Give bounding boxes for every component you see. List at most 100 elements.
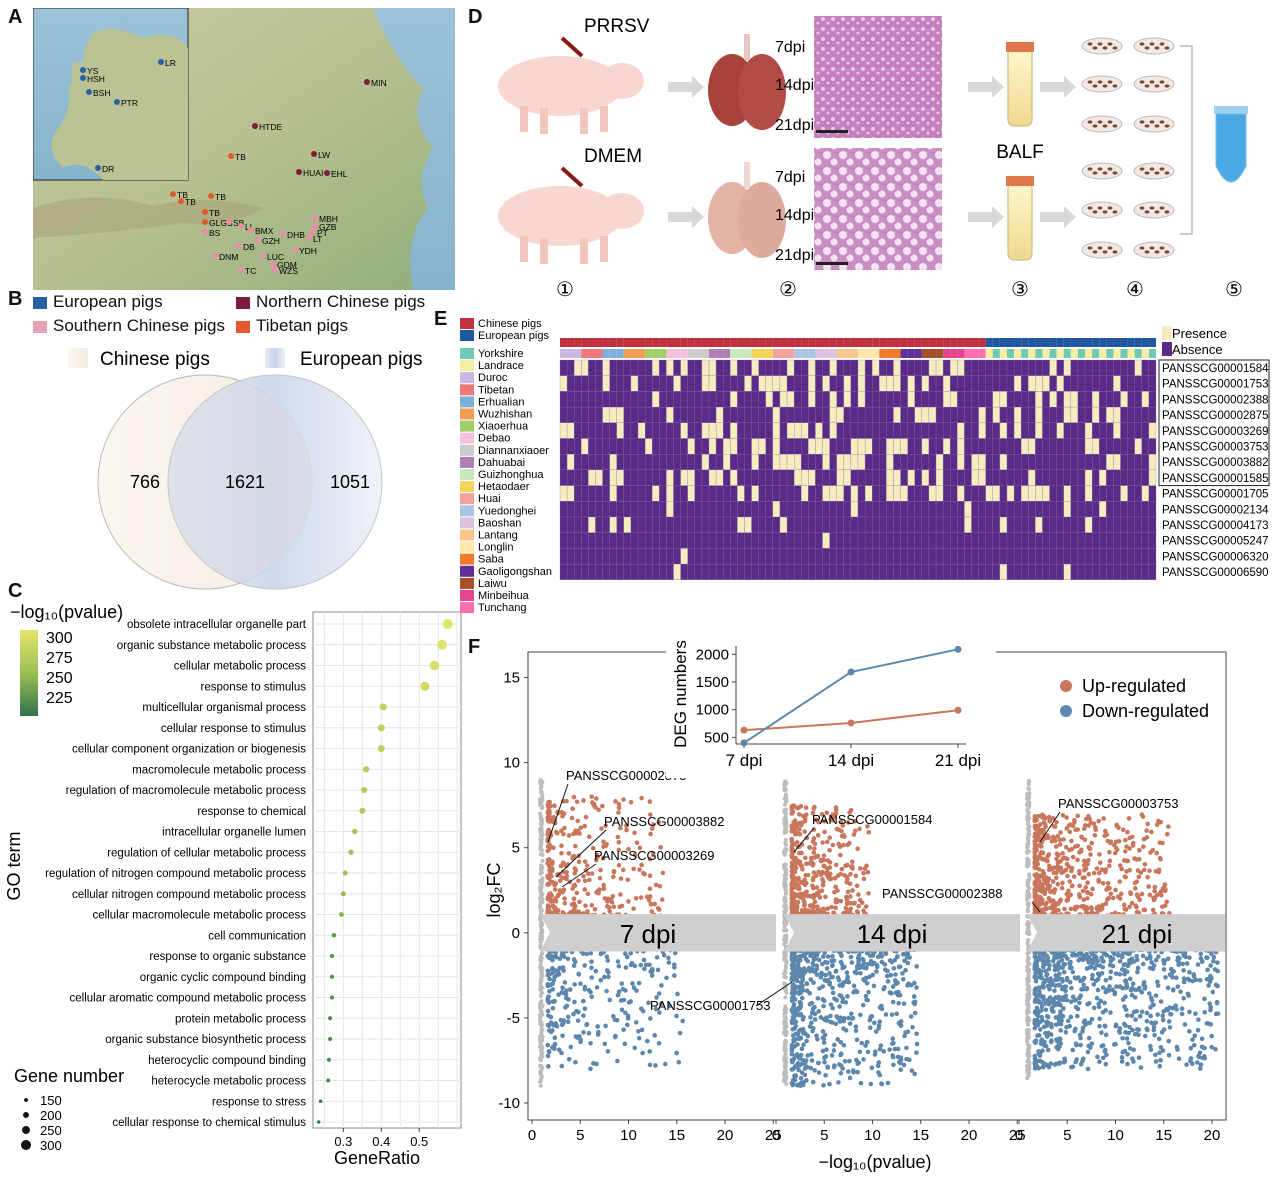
heatmap-cell [566, 454, 575, 471]
volcano-point-ns [1025, 1028, 1030, 1033]
volcano-point-up [818, 858, 824, 864]
volcano-point-up [789, 853, 795, 858]
heatmap-cell [779, 454, 788, 471]
volcano-point-down [821, 1036, 827, 1042]
heatmap-cell [815, 501, 823, 518]
histology-control [814, 148, 942, 270]
heatmap-cell [971, 548, 979, 565]
heatmap-cell [1056, 485, 1064, 502]
heatmap-cell [694, 501, 703, 518]
heatmap-cell [1134, 563, 1142, 580]
heatmap-cell [744, 532, 752, 549]
group-bar [1042, 338, 1050, 347]
volcano-point-up [836, 841, 841, 847]
heatmap-cell [1120, 375, 1128, 392]
volcano-point-up [559, 843, 564, 849]
heatmap-cell [1091, 422, 1100, 439]
volcano-point-up [820, 910, 826, 916]
volcano-point-ns [1027, 1044, 1032, 1049]
heatmap-cell [786, 438, 795, 455]
volcano-point-up [1054, 902, 1059, 907]
volcano-point-up [1038, 895, 1043, 900]
volcano-point-up [560, 910, 566, 915]
dish-cell [1144, 84, 1150, 88]
heatmap-cell [928, 375, 937, 392]
volcano-point-down [865, 1049, 871, 1055]
volcano-point-up [546, 827, 552, 833]
culture-dishes [1081, 37, 1175, 259]
heatmap-cell [737, 391, 745, 408]
heatmap-cell [1070, 548, 1079, 565]
heatmap-cell [928, 359, 937, 376]
heatmap-cell [1141, 406, 1150, 423]
volcano-point-up [1068, 892, 1074, 898]
volcano-point-down [829, 1053, 835, 1058]
venn-legend-european: European pigs [300, 349, 423, 370]
heatmap-cell [822, 359, 830, 376]
dish [1081, 162, 1123, 180]
heatmap-cell [616, 501, 625, 518]
heatmap-cell [1134, 438, 1142, 455]
heatmap-cell [637, 548, 646, 565]
volcano-point-up [851, 832, 857, 837]
heatmap-cell [864, 438, 873, 455]
volcano-point-down [572, 982, 577, 987]
volcano-point-up [812, 841, 818, 847]
heatmap-cell [602, 516, 610, 533]
volcano-point-ns [782, 1057, 787, 1062]
heatmap-cell [808, 469, 816, 486]
heatmap-cell [701, 501, 710, 518]
heatmap-cell [602, 391, 610, 408]
heatmap-cell [1028, 501, 1036, 518]
volcano-point-down [798, 1061, 804, 1067]
heatmap-cell [772, 438, 781, 455]
heatmap-cell [701, 375, 710, 392]
heatmap-cell [751, 438, 759, 455]
volcano-xtick-label: 15 [1155, 1127, 1172, 1144]
heatmap-cell [921, 516, 930, 533]
volcano-point-down [654, 955, 660, 960]
volcano-point-ns [784, 1039, 789, 1044]
volcano-point-up [839, 833, 845, 839]
volcano-point-up [1094, 866, 1100, 871]
volcano-point-up [621, 797, 626, 802]
heatmap-cell [673, 548, 681, 565]
volcano-point-up [1046, 852, 1052, 857]
volcano-point-ns [1026, 1073, 1031, 1078]
breed-label: Gaoligongshan [478, 566, 552, 578]
heatmap-cell [879, 422, 887, 439]
volcano-point-down [604, 988, 609, 994]
volcano-ytick-label: -5 [507, 1010, 520, 1027]
volcano-point-up [1075, 827, 1081, 832]
heatmap-cell [964, 469, 972, 486]
heatmap-cell [879, 563, 887, 580]
map-site-label: TB [209, 208, 220, 218]
heatmap-cell [1056, 406, 1064, 423]
breed-label: Xiaoerhua [478, 421, 529, 433]
heatmap-cell [772, 359, 781, 376]
virus-label: PRRSV [584, 16, 650, 37]
heatmap-cell [588, 563, 596, 580]
group-bar [1028, 338, 1036, 347]
heatmap-cell [872, 454, 880, 471]
heatmap-cell [687, 359, 695, 376]
dish-cell [1097, 167, 1103, 171]
volcano-point-down [552, 1035, 558, 1041]
heatmap-cell [893, 469, 901, 486]
heatmap-cell [1049, 375, 1057, 392]
volcano-point-ns [1026, 943, 1031, 948]
panel-label-f: F [468, 636, 481, 658]
volcano-point-down [664, 975, 669, 981]
volcano-point-down [854, 1037, 860, 1043]
volcano-point-down [860, 956, 865, 962]
volcano-point-down [795, 1042, 800, 1047]
heatmap-cell [829, 532, 837, 549]
heatmap-cell [581, 359, 589, 376]
volcano-point-down [1198, 1062, 1204, 1067]
heatmap-cell [708, 391, 717, 408]
heatmap-cell [1013, 563, 1022, 580]
heatmap-cell [985, 532, 993, 549]
group-bar [560, 338, 568, 347]
volcano-ytick-label: 5 [512, 840, 520, 857]
